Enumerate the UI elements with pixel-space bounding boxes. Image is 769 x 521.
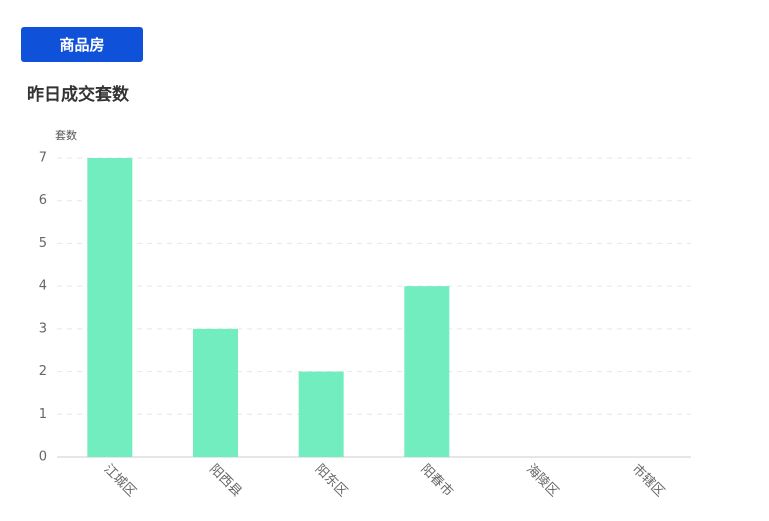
x-tick-label: 阳西县	[206, 462, 244, 500]
y-tick-label: 3	[39, 321, 47, 336]
x-tick-label: 江城区	[101, 462, 139, 500]
bar	[193, 328, 238, 457]
x-tick-label: 市辖区	[629, 461, 668, 500]
y-tick-label: 5	[39, 236, 47, 251]
chart-title: 昨日成交套数	[27, 85, 129, 105]
y-tick-label: 0	[39, 450, 47, 465]
x-tick-label: 阳春市	[418, 461, 457, 500]
tab-button[interactable]: 商品房	[21, 27, 143, 62]
bar	[404, 286, 450, 457]
y-tick-label: 7	[39, 151, 47, 166]
bar	[87, 158, 133, 457]
x-tick-label: 阳东区	[312, 462, 350, 500]
y-tick-label: 1	[39, 407, 47, 422]
y-tick-label: 4	[39, 279, 47, 294]
x-tick-label: 海陵区	[523, 462, 561, 500]
y-axis-label: 套数	[55, 129, 77, 142]
y-tick-label: 2	[39, 364, 47, 379]
bar	[298, 371, 344, 457]
y-tick-label: 6	[39, 193, 47, 208]
